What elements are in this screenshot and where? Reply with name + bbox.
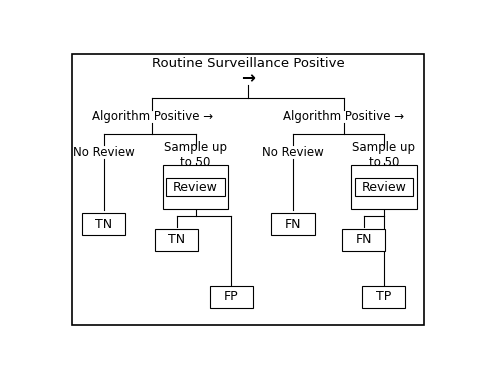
Bar xyxy=(362,286,406,308)
Bar xyxy=(272,213,315,235)
Text: Review: Review xyxy=(362,181,406,194)
Text: TN: TN xyxy=(95,217,112,231)
Text: Routine Surveillance Positive: Routine Surveillance Positive xyxy=(151,57,345,70)
Bar xyxy=(166,178,225,197)
Bar xyxy=(351,165,417,209)
Text: →: → xyxy=(241,69,255,87)
Bar xyxy=(82,213,125,235)
Bar xyxy=(163,165,228,209)
Text: FP: FP xyxy=(224,290,239,303)
Text: TN: TN xyxy=(168,233,185,246)
Text: Algorithm Positive →: Algorithm Positive → xyxy=(92,110,213,123)
Text: Sample up
to 50: Sample up to 50 xyxy=(352,141,415,169)
Bar xyxy=(342,229,385,251)
Bar xyxy=(210,286,253,308)
Text: TP: TP xyxy=(376,290,392,303)
Text: FN: FN xyxy=(355,233,372,246)
Text: No Review: No Review xyxy=(262,146,324,159)
Text: Sample up
to 50: Sample up to 50 xyxy=(164,141,227,169)
Text: FN: FN xyxy=(285,217,302,231)
Text: Review: Review xyxy=(173,181,218,194)
Text: Algorithm Positive →: Algorithm Positive → xyxy=(283,110,404,123)
Bar xyxy=(355,178,413,197)
Bar xyxy=(155,229,198,251)
Text: No Review: No Review xyxy=(73,146,135,159)
